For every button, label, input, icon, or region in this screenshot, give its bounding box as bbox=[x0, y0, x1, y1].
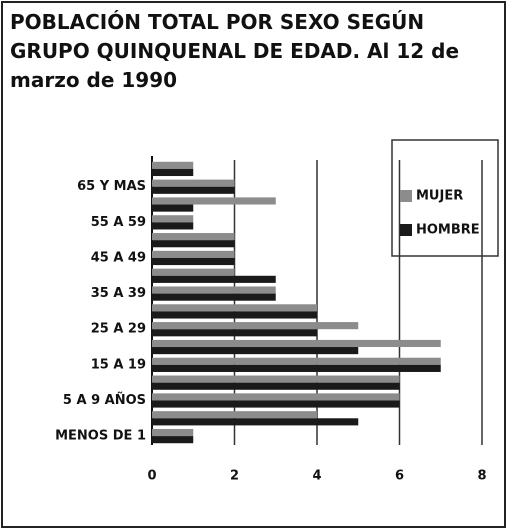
bar bbox=[152, 311, 317, 319]
bar bbox=[152, 382, 400, 390]
bar bbox=[152, 286, 276, 294]
bar bbox=[152, 329, 317, 337]
y-tick-label: 65 Y MAS bbox=[77, 179, 146, 194]
bar bbox=[152, 393, 400, 401]
bar bbox=[152, 275, 276, 283]
bar bbox=[152, 418, 359, 426]
bar bbox=[152, 268, 235, 276]
bar bbox=[152, 161, 194, 169]
legend-swatch bbox=[400, 190, 412, 202]
bar bbox=[152, 197, 276, 205]
bar bbox=[152, 204, 194, 212]
y-tick-label: 55 A 59 bbox=[91, 215, 146, 230]
bar bbox=[152, 364, 441, 372]
bar bbox=[152, 233, 235, 241]
bar bbox=[152, 168, 194, 177]
bar bbox=[152, 322, 359, 330]
x-tick-label: 6 bbox=[395, 469, 404, 484]
bar bbox=[152, 347, 359, 355]
x-tick-label: 0 bbox=[147, 469, 156, 484]
x-tick-label: 4 bbox=[312, 469, 321, 484]
bar bbox=[152, 186, 235, 194]
bar bbox=[152, 240, 235, 248]
y-tick-label: 45 A 49 bbox=[91, 250, 146, 265]
bar bbox=[152, 179, 235, 187]
x-tick-label: 2 bbox=[230, 469, 239, 484]
bar bbox=[152, 215, 194, 223]
y-tick-label: 25 A 29 bbox=[91, 322, 146, 337]
bar bbox=[152, 436, 194, 444]
bar bbox=[152, 250, 235, 258]
x-tick-label: 8 bbox=[477, 469, 486, 484]
bar bbox=[152, 293, 276, 301]
bar bbox=[152, 400, 400, 408]
y-tick-label: 15 A 19 bbox=[91, 357, 146, 372]
legend-label: MUJER bbox=[416, 189, 463, 204]
bar bbox=[152, 357, 441, 365]
bar bbox=[152, 257, 235, 266]
bar bbox=[152, 304, 317, 312]
y-tick-label: 35 A 39 bbox=[91, 286, 146, 301]
bar bbox=[152, 428, 194, 437]
chart-title: POBLACIÓN TOTAL POR SEXO SEGÚN GRUPO QUI… bbox=[10, 10, 460, 92]
bar bbox=[152, 222, 194, 230]
bar bbox=[152, 339, 441, 348]
legend-swatch bbox=[400, 224, 412, 236]
bar bbox=[152, 375, 400, 383]
legend-label: HOMBRE bbox=[416, 223, 480, 238]
y-tick-label: MENOS DE 1 bbox=[55, 429, 146, 444]
bar bbox=[152, 411, 317, 419]
y-tick-label: 5 A 9 AÑOS bbox=[63, 392, 146, 408]
